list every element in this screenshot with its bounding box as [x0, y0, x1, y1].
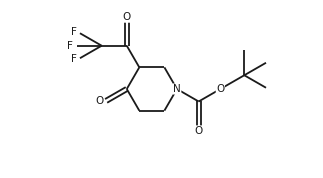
Text: O: O — [216, 84, 224, 94]
Text: N: N — [173, 84, 181, 94]
Text: F: F — [71, 27, 77, 37]
Text: F: F — [71, 54, 77, 64]
Text: O: O — [95, 96, 103, 106]
Text: O: O — [123, 12, 131, 22]
Text: F: F — [67, 41, 73, 51]
Text: O: O — [194, 126, 203, 136]
